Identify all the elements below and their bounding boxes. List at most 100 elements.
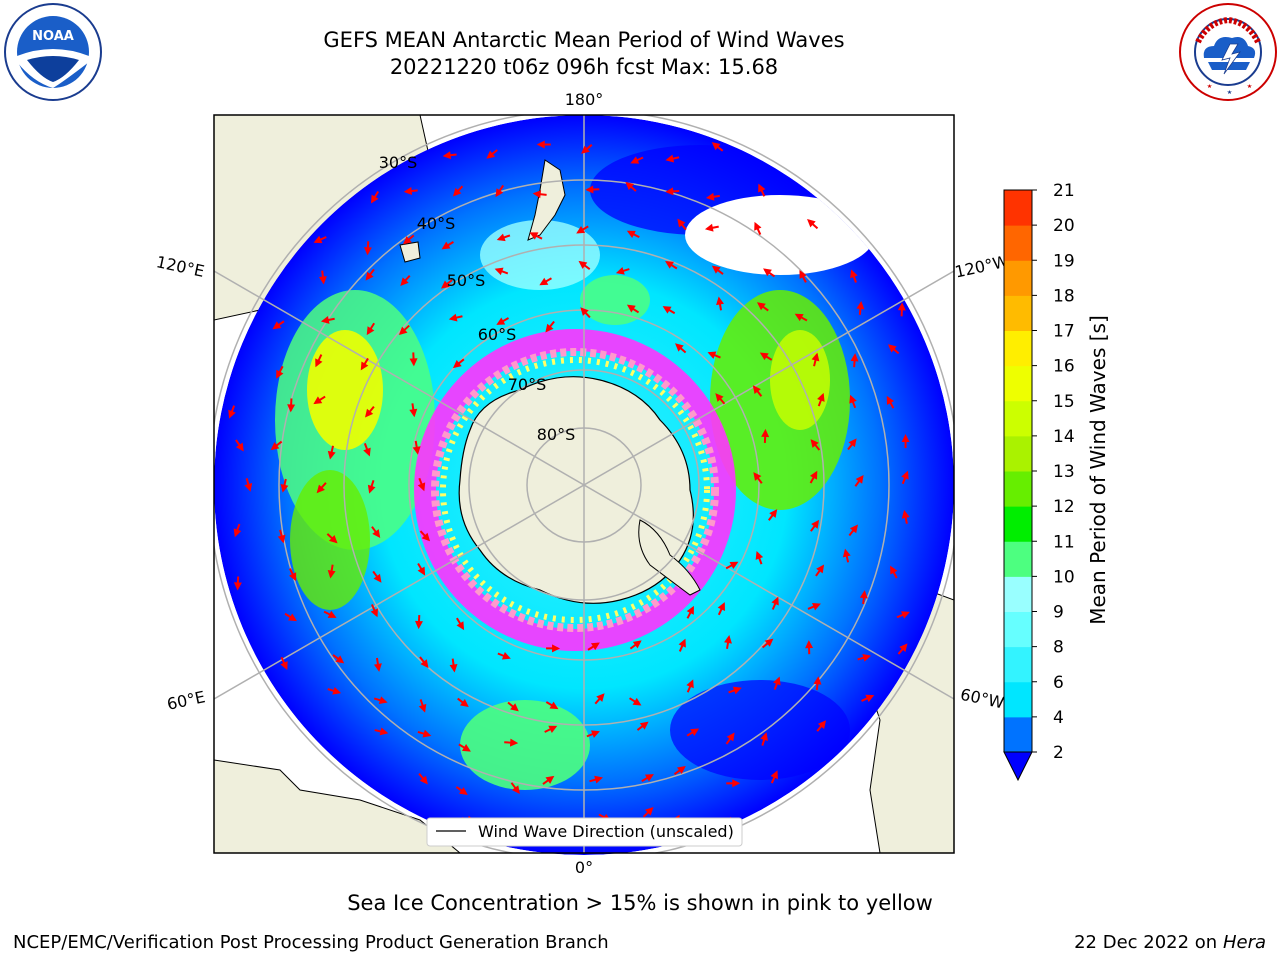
colorbar-band <box>1004 365 1032 402</box>
wave-direction-arrowhead <box>632 640 642 649</box>
colorbar-band <box>1004 225 1032 261</box>
wave-direction-arrowhead <box>332 687 342 695</box>
wave-direction-arrowhead <box>726 732 735 742</box>
wave-direction-arrowhead <box>461 744 471 752</box>
colorbar-tick-label: 10 <box>1053 567 1075 587</box>
wave-direction-arrowhead <box>849 394 857 404</box>
colorbar-band <box>1004 716 1032 753</box>
colorbar-band <box>1004 295 1032 331</box>
wave-direction-arrowhead <box>758 183 766 193</box>
colorbar-band <box>1004 330 1032 367</box>
wave-direction-arrowhead <box>365 408 374 418</box>
wave-direction-arrowhead <box>494 267 504 276</box>
polar-map-figure: 180° 0° 120°E 60°E 120°W 60°W 30°S 40°S … <box>155 90 1110 877</box>
wave-direction-arrowhead <box>280 661 288 671</box>
wave-direction-arrowhead <box>752 385 761 394</box>
wave-direction-arrowhead <box>373 573 382 583</box>
wave-direction-arrowhead <box>486 150 496 159</box>
wave-direction-arrowhead <box>585 185 594 194</box>
wave-direction-arrowhead <box>233 528 242 538</box>
colorbar-tick-label: 6 <box>1053 673 1064 693</box>
wave-direction-arrowhead <box>890 565 898 575</box>
wave-direction-arrowhead <box>545 323 554 333</box>
wave-direction-arrowhead <box>813 676 822 685</box>
colorbar: 2 4 6 8 9 10 11 12 13 14 15 16 17 18 19 20 21 <box>1003 181 1075 782</box>
wave-direction-arrowhead <box>452 187 462 197</box>
wave-direction-arrowhead <box>707 351 717 359</box>
wave-direction-arrowhead <box>705 192 715 201</box>
wave-direction-arrowhead <box>848 438 857 448</box>
wave-direction-arrowhead <box>675 343 684 352</box>
lon-label-120e: 120°E <box>155 252 207 281</box>
wave-direction-arrowhead <box>419 775 428 785</box>
date-stamp: 22 Dec 2022 on Hera <box>1074 932 1266 953</box>
wave-direction-arrowhead <box>442 151 452 160</box>
wave-direction-arrowhead <box>842 548 851 558</box>
wave-direction-arrowhead <box>763 268 772 277</box>
wave-direction-arrowhead <box>807 219 816 228</box>
wave-direction-arrowhead <box>449 663 458 673</box>
wave-direction-arrowhead <box>596 693 605 702</box>
wave-direction-arrowhead <box>817 392 825 402</box>
wave-direction-arrowhead <box>711 142 721 151</box>
wave-direction-arrowhead <box>686 679 694 689</box>
wave-direction-arrowhead <box>665 260 674 269</box>
sea-ice-ring-mid <box>431 348 719 632</box>
chart-title: GEFS MEAN Antarctic Mean Period of Wind … <box>323 28 845 52</box>
wave-direction-arrowhead <box>313 396 323 405</box>
wave-direction-arrowhead <box>501 652 511 660</box>
wave-direction-arrowhead <box>704 223 714 232</box>
lon-label-120w: 120°W <box>953 252 1010 282</box>
wave-direction-arrowhead <box>859 590 868 599</box>
wave-direction-arrowhead <box>421 532 431 542</box>
wave-direction-arrowhead <box>630 156 640 164</box>
wave-direction-arrowhead <box>809 470 818 480</box>
wave-direction-arrowhead <box>373 663 382 672</box>
wave-direction-arrowhead <box>316 484 325 494</box>
wave-direction-arrowhead <box>378 696 388 705</box>
wave-direction-arrowhead <box>552 644 561 653</box>
wave-direction-arrowhead <box>901 470 909 480</box>
wave-direction-arrowhead <box>510 703 519 712</box>
wave-direction-arrowhead <box>318 276 327 285</box>
noaa-logo: NOAA <box>4 3 102 101</box>
colorbar-tick-label: 8 <box>1053 638 1064 658</box>
colorbar-tick-label: 15 <box>1053 392 1075 412</box>
wave-direction-arrowhead <box>855 474 864 484</box>
wave-direction-arrowhead <box>400 277 409 286</box>
wind-wave-arrows <box>228 140 910 836</box>
wave-direction-arrowhead <box>759 352 769 361</box>
wave-direction-arrowhead <box>625 181 635 191</box>
colorbar-band <box>1004 681 1032 718</box>
wave-direction-arrowhead <box>288 572 297 582</box>
colorbar-tick-label: 19 <box>1053 251 1075 271</box>
wave-direction-arrowhead <box>277 534 286 544</box>
wave-direction-arrowhead <box>901 434 910 443</box>
wave-direction-arrowhead <box>398 326 408 336</box>
wave-direction-arrowhead <box>270 442 280 451</box>
colorbar-band <box>1004 190 1032 226</box>
wave-direction-arrowhead <box>770 770 778 780</box>
wave-direction-arrowhead <box>849 524 858 534</box>
wave-direction-arrowhead <box>417 566 426 576</box>
wave-direction-arrowhead <box>715 393 724 402</box>
wave-direction-arrowhead <box>865 694 875 703</box>
wave-direction-arrowhead <box>677 766 686 774</box>
wave-direction-arrowhead <box>576 226 586 234</box>
wave-direction-arrowhead <box>662 306 672 314</box>
wave-direction-arrowhead <box>756 302 766 311</box>
colorbar-band <box>1004 541 1032 577</box>
period-patch-south-atlantic <box>460 700 590 790</box>
lat-label-30s: 30°S <box>379 153 418 172</box>
colorbar-tick-label: 11 <box>1053 532 1075 552</box>
wave-direction-arrowhead <box>370 608 378 618</box>
wave-direction-arrowhead <box>440 280 450 289</box>
colorbar-band <box>1004 506 1032 542</box>
period-low-southeast <box>670 680 850 780</box>
land-tasmania <box>399 241 421 263</box>
wave-direction-arrowhead <box>272 321 282 330</box>
wave-direction-arrowhead <box>402 236 412 245</box>
wave-direction-arrowhead <box>379 727 389 736</box>
wave-direction-arrowhead <box>360 361 369 371</box>
wave-direction-arrowhead <box>412 446 421 455</box>
